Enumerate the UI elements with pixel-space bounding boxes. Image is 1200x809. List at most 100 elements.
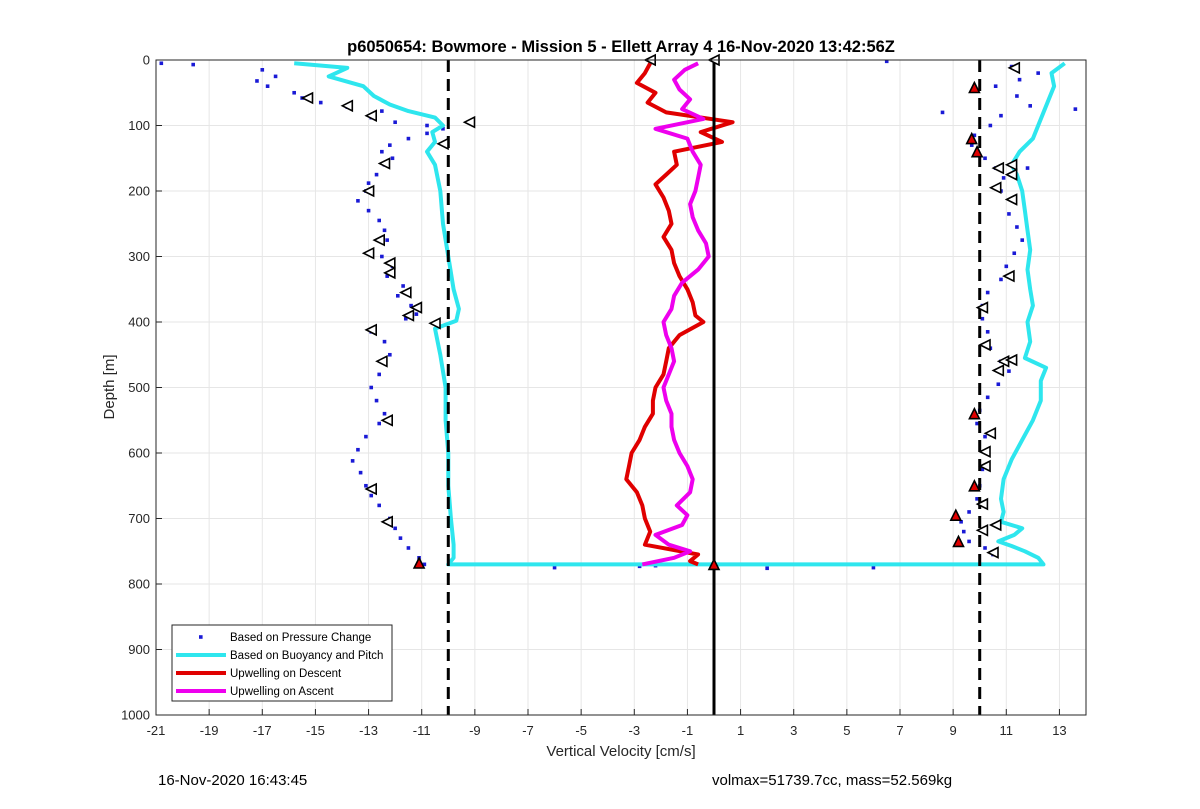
- triangle-left-marker: [983, 427, 997, 440]
- triangle-left-marker: [1007, 61, 1021, 75]
- data-point: [382, 228, 387, 233]
- y-tick-label: 700: [128, 511, 150, 526]
- red-triangle-marker: [412, 556, 426, 569]
- data-point: [552, 565, 557, 570]
- legend-label: Based on Pressure Change: [230, 632, 371, 644]
- data-point: [975, 421, 979, 426]
- x-tick-label: -9: [469, 723, 481, 738]
- x-tick-label: 9: [950, 723, 957, 738]
- x-tick-label: -15: [306, 723, 325, 738]
- data-point: [985, 330, 990, 334]
- triangle-left-marker: [988, 181, 1002, 194]
- data-point: [422, 562, 427, 567]
- y-axis-label: Depth [m]: [101, 354, 118, 419]
- footer-timestamp: 16-Nov-2020 16:43:45: [158, 772, 308, 789]
- data-point: [983, 546, 987, 550]
- data-point: [255, 79, 259, 83]
- legend-box: [171, 624, 393, 702]
- data-point: [366, 181, 371, 185]
- triangle-left-marker: [991, 161, 1005, 175]
- triangle-left-marker: [1004, 193, 1018, 206]
- chart-title: p6050654: Bowmore - Mission 5 - Ellett A…: [347, 38, 895, 56]
- y-tick-label: 400: [128, 315, 150, 330]
- triangle-left-marker: [300, 91, 314, 105]
- data-point: [393, 120, 397, 125]
- triangle-left-marker: [991, 364, 1005, 377]
- y-tick-label: 900: [128, 642, 150, 657]
- triangle-left-marker: [340, 99, 354, 113]
- grid-lines: [155, 59, 1086, 716]
- y-tick-label: 600: [128, 446, 150, 461]
- data-point: [388, 143, 392, 147]
- triangle-left-marker: [975, 497, 989, 511]
- y-axis-ticks: 0 100 200 300 400 500 600 700 800 900 1000: [121, 53, 162, 723]
- data-point: [1015, 225, 1019, 229]
- triangle-left-marker: [361, 246, 375, 260]
- data-point: [975, 497, 979, 501]
- data-point: [369, 385, 374, 390]
- red-triangle-marker: [707, 557, 721, 571]
- y-tick-label: 500: [128, 380, 150, 395]
- data-point: [159, 61, 164, 66]
- data-point: [273, 74, 278, 79]
- x-tick-label: -19: [200, 723, 219, 738]
- data-point: [961, 529, 966, 534]
- red-triangle-marker: [968, 479, 981, 492]
- triangle-left-marker: [1004, 168, 1018, 181]
- triangle-left-marker: [364, 323, 378, 337]
- data-point: [441, 126, 445, 131]
- series-upwelling-on-ascent: [641, 61, 711, 567]
- y-tick-label: 200: [128, 184, 150, 199]
- data-point: [318, 100, 323, 105]
- data-point: [1012, 251, 1017, 256]
- y-tick-label: 1000: [121, 708, 150, 723]
- triangle-left-marker: [383, 266, 396, 280]
- data-point: [983, 156, 987, 161]
- red-triangle-marker: [970, 144, 984, 158]
- triangle-left-marker: [1004, 353, 1018, 367]
- triangle-left-marker: [377, 157, 391, 170]
- data-point: [1036, 71, 1040, 75]
- data-point: [414, 312, 419, 316]
- triangle-left-marker: [383, 256, 396, 270]
- footer-volmax-mass: volmax=51739.7cc, mass=52.569kg: [712, 772, 953, 789]
- x-tick-label: 7: [896, 723, 903, 738]
- legend-label: Upwelling on Ascent: [230, 686, 334, 698]
- data-point: [406, 136, 411, 141]
- triangle-left-marker: [978, 445, 991, 458]
- data-point: [377, 421, 381, 426]
- data-point: [1017, 77, 1022, 82]
- legend: Based on Pressure Change Based on Buoyanc…: [171, 624, 393, 702]
- data-point: [377, 218, 381, 223]
- x-tick-label: -3: [629, 723, 641, 738]
- triangle-left-marker: [986, 546, 999, 559]
- legend-label: Upwelling on Descent: [230, 668, 342, 680]
- data-point: [356, 199, 360, 203]
- series-based-on-buoyancy-and-pitch: [294, 61, 1066, 567]
- data-point: [191, 62, 195, 67]
- triangle-left-marker: [978, 338, 991, 352]
- x-tick-label: 3: [790, 723, 797, 738]
- reference-lines: [446, 60, 982, 715]
- triangle-left-marker: [372, 233, 386, 247]
- data-point: [374, 172, 379, 177]
- triangle-left-marker: [988, 518, 1002, 532]
- marker-layer: [300, 53, 1021, 571]
- data-point: [959, 519, 963, 524]
- data-point: [382, 411, 387, 416]
- legend-label: Based on Buoyancy and Pitch: [230, 650, 383, 662]
- data-point: [385, 274, 389, 278]
- data-point: [985, 290, 990, 295]
- data-point: [967, 510, 971, 514]
- triangle-left-marker: [409, 301, 423, 314]
- data-point: [292, 90, 296, 95]
- x-tick-label: -7: [522, 723, 534, 738]
- y-tick-label: 800: [128, 577, 150, 592]
- triangle-left-marker: [462, 115, 476, 129]
- data-point: [1015, 94, 1019, 98]
- data-point: [364, 483, 368, 488]
- y-tick-label: 100: [128, 118, 150, 133]
- y-tick-label: 300: [128, 249, 150, 264]
- data-point: [382, 339, 387, 344]
